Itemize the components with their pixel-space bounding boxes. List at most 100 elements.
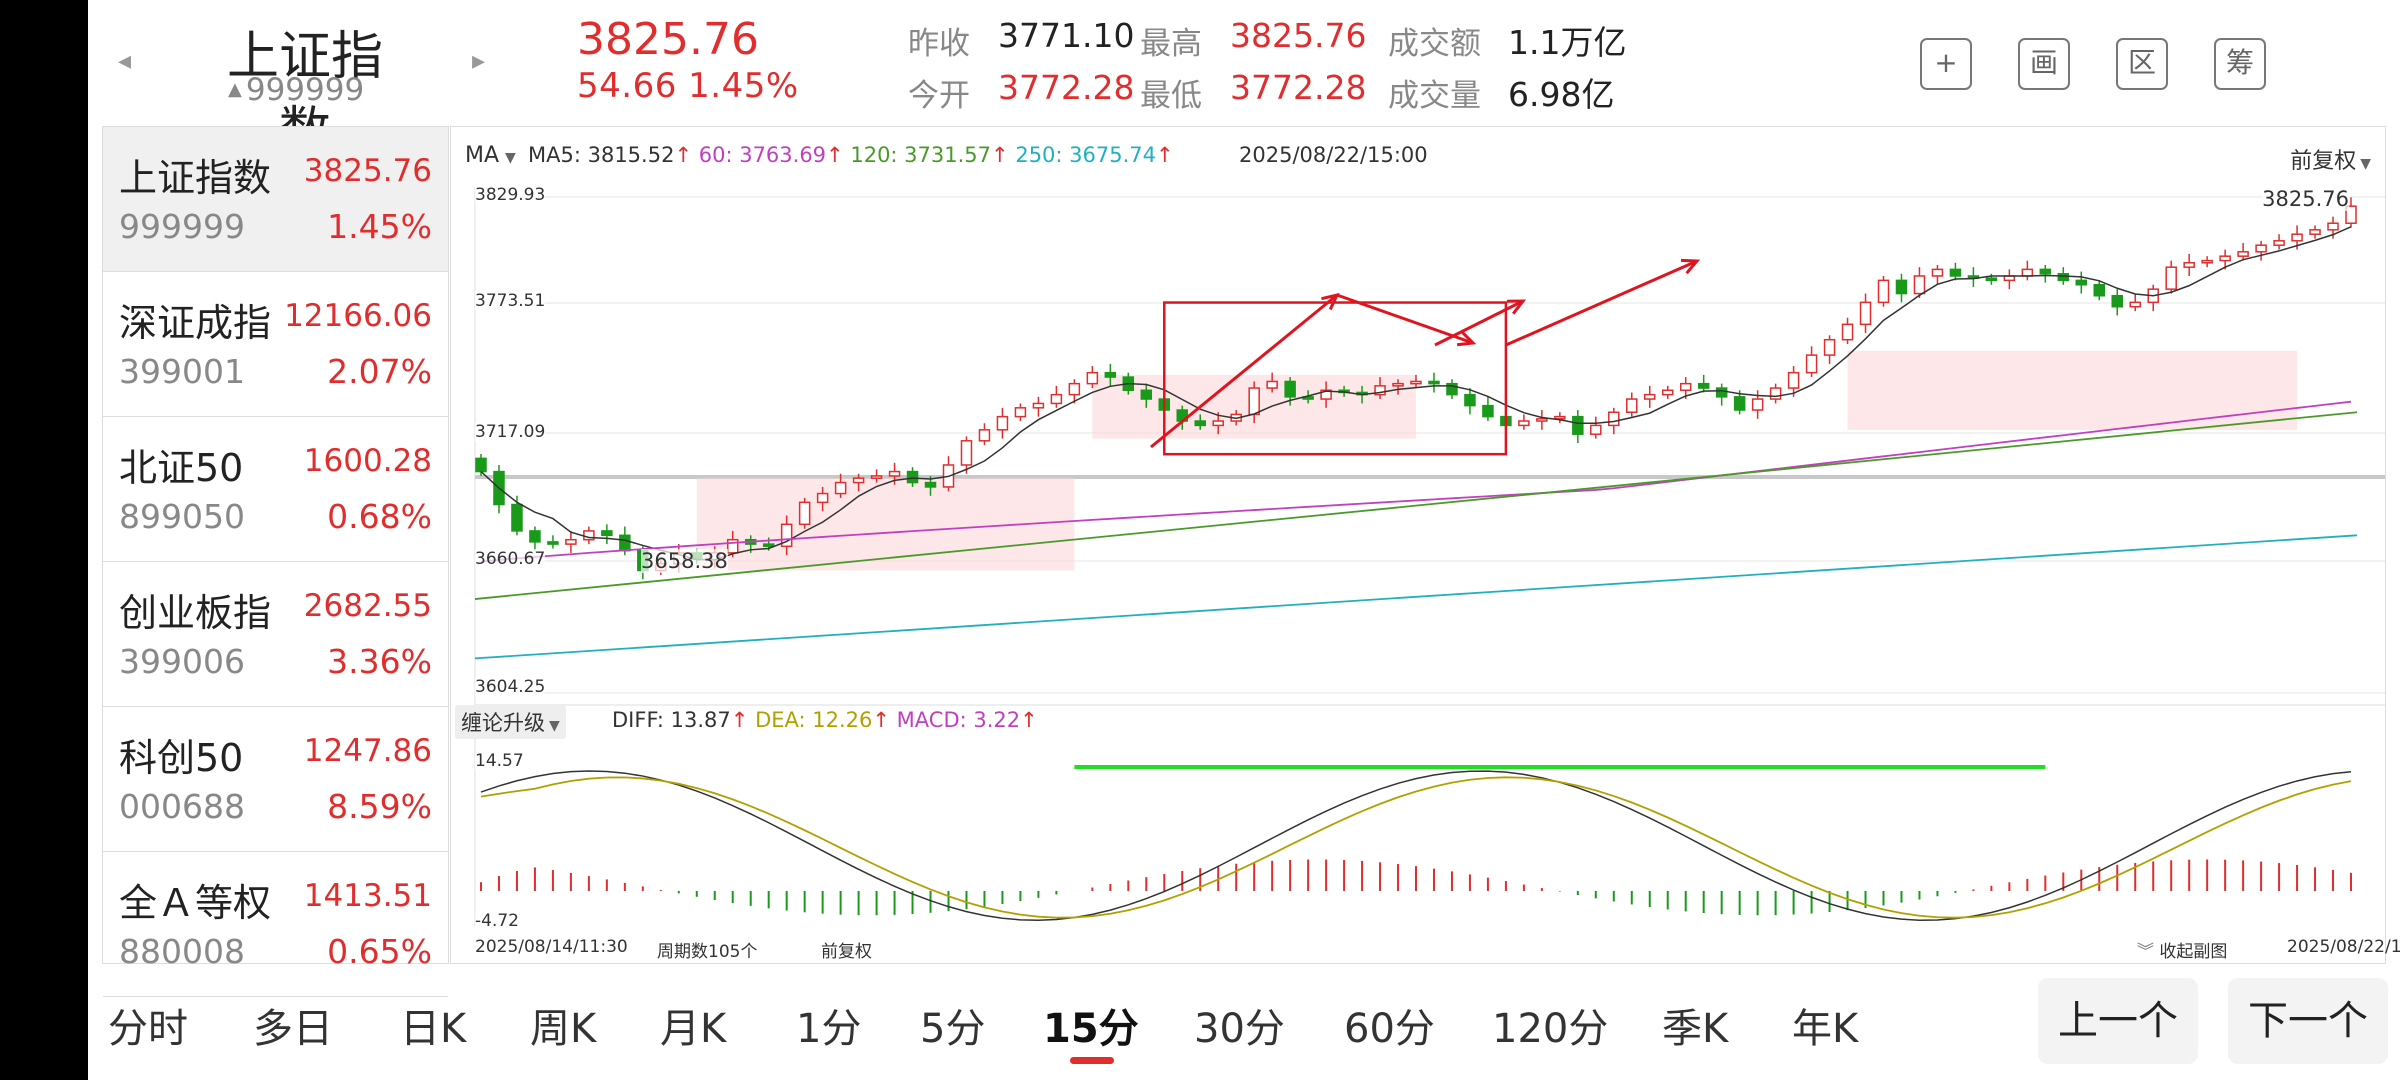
candle-body (1751, 398, 1764, 411)
y-tick-label: 3660.67 (475, 549, 546, 569)
add-icon[interactable]: + (1920, 38, 1972, 90)
period-tab[interactable]: 1分 (796, 1006, 862, 1052)
candle-body (2273, 240, 2285, 246)
candle-body (2237, 251, 2249, 257)
dea-value: DEA: 12.26 (755, 708, 873, 732)
collapse-subchart-button[interactable]: ︾ 收起副图 (2137, 942, 2228, 962)
candle-body (1032, 402, 1045, 409)
chart-start-time: 2025/08/14/11:30 (475, 937, 628, 957)
next-button[interactable]: 下一个 (2228, 978, 2388, 1064)
index-list-item[interactable]: 上证指数 999999 3825.76 1.45% (103, 127, 448, 272)
indicator-selector[interactable]: 缠论升级 ▼ (455, 705, 566, 739)
index-code: 399001 (119, 352, 245, 391)
chart-end-time: 2025/08/22/15:00 (2287, 937, 2400, 957)
index-list: 上证指数 999999 3825.76 1.45% 深证成指 399001 12166.06… (102, 126, 449, 997)
candle-body (1877, 279, 1890, 304)
stat-label: 今开 (908, 78, 970, 114)
y-tick-label: 3604.25 (475, 677, 546, 697)
trend-arrow-2 (1336, 293, 1474, 345)
candle-body (1679, 382, 1692, 392)
period-tab[interactable]: 5分 (920, 1006, 986, 1052)
period-tab[interactable]: 15分 (1043, 1006, 1139, 1052)
index-code: 999999 (119, 207, 245, 246)
up-triangle-icon: ▲ (228, 79, 242, 100)
draw-icon[interactable]: 画 (2018, 38, 2070, 90)
period-tab[interactable]: 月K (660, 1006, 727, 1052)
index-change-pct: 0.65% (327, 932, 432, 971)
ma-selector[interactable]: MA ▼ (465, 143, 516, 168)
index-price: 3825.76 (303, 153, 432, 189)
current-price: 3825.76 (577, 14, 759, 65)
period-tab[interactable]: 60分 (1344, 1006, 1435, 1052)
dea-line (480, 776, 2352, 919)
prev-button[interactable]: 上一个 (2038, 978, 2198, 1064)
period-tab[interactable]: 30分 (1194, 1006, 1285, 1052)
period-tab[interactable]: 分时 (108, 1006, 188, 1052)
high-price-mark: 3825.76 (2262, 187, 2349, 211)
adjust-selector[interactable]: 前复权 ▼ (2290, 149, 2371, 174)
candle-body (1697, 382, 1710, 389)
stat-value: 1.1万亿 (1508, 23, 1627, 62)
index-list-item[interactable]: 北证50 899050 1600.28 0.68% (103, 417, 448, 562)
stat-value: 3771.10 (998, 16, 1135, 55)
index-name: 北证50 (119, 446, 244, 490)
candle-body (1949, 268, 1962, 277)
candle-body (1895, 279, 1908, 295)
candle-body (1841, 323, 1854, 341)
candle-body (511, 503, 523, 532)
candle-body (1374, 385, 1386, 396)
index-list-item[interactable]: 创业板指 399006 2682.55 3.36% (103, 562, 448, 707)
candle-body (619, 534, 631, 552)
index-change-pct: 1.45% (327, 207, 432, 246)
candle-body (2129, 301, 2141, 308)
candle-body (2021, 268, 2034, 277)
candle-body (870, 475, 883, 479)
stat-label: 昨收 (908, 26, 970, 62)
trend-arrow-3 (1434, 299, 1524, 347)
index-change-pct: 0.68% (327, 497, 432, 536)
index-name: 上证指数 (119, 156, 272, 200)
period-tab[interactable]: 日K (400, 1006, 467, 1052)
candle-body (1715, 387, 1728, 398)
app-window: ◂ 上证指数 ▲999999 ▸ 3825.76 54.66 1.45% 昨收3… (88, 0, 2400, 1080)
candle-body (1554, 415, 1566, 420)
candle-body (978, 429, 991, 442)
index-list-item[interactable]: 科创50 000688 1247.86 8.59% (103, 707, 448, 852)
next-index-arrow-icon[interactable]: ▸ (472, 46, 486, 76)
period-tab[interactable]: 多日 (253, 1006, 333, 1052)
candle-body (1518, 420, 1530, 427)
collapse-chevron-icon: ︾ (2137, 942, 2154, 962)
chip-icon[interactable]: 筹 (2214, 38, 2266, 90)
period-tab[interactable]: 120分 (1492, 1006, 1609, 1052)
index-change-pct: 3.36% (327, 642, 432, 681)
candle-body (834, 481, 847, 495)
range-icon[interactable]: 区 (2116, 38, 2168, 90)
active-tab-indicator (1070, 1057, 1114, 1064)
candle-body (2039, 268, 2052, 275)
index-code: 880008 (119, 932, 245, 971)
candle-body (2183, 262, 2195, 268)
index-list-item[interactable]: 全Ａ等权 880008 1413.51 0.65% (103, 852, 448, 997)
prev-index-arrow-icon[interactable]: ◂ (118, 46, 132, 76)
device-rotate-icon[interactable] (2312, 38, 2364, 90)
period-tab[interactable]: 季K (1662, 1006, 1729, 1052)
candle-body (1931, 268, 1944, 277)
period-tab[interactable]: 周K (530, 1006, 597, 1052)
candle-body (996, 415, 1009, 431)
period-tab[interactable]: 年K (1792, 1006, 1859, 1052)
candle-body (1859, 301, 1872, 326)
candle-body (565, 538, 577, 545)
candle-body (888, 470, 901, 477)
candle-body (1428, 380, 1440, 385)
candle-body (601, 530, 613, 537)
index-change-pct: 2.07% (327, 352, 432, 391)
index-code: 399006 (119, 642, 245, 681)
candle-body (1446, 382, 1458, 396)
candle-body (1320, 389, 1332, 400)
stat-label: 成交量 (1388, 78, 1481, 114)
candle-body (798, 501, 811, 526)
candle-body (1212, 420, 1224, 427)
index-list-item[interactable]: 深证成指 399001 12166.06 2.07% (103, 272, 448, 417)
candle-body (2165, 266, 2177, 290)
kline-chart (474, 187, 2385, 927)
